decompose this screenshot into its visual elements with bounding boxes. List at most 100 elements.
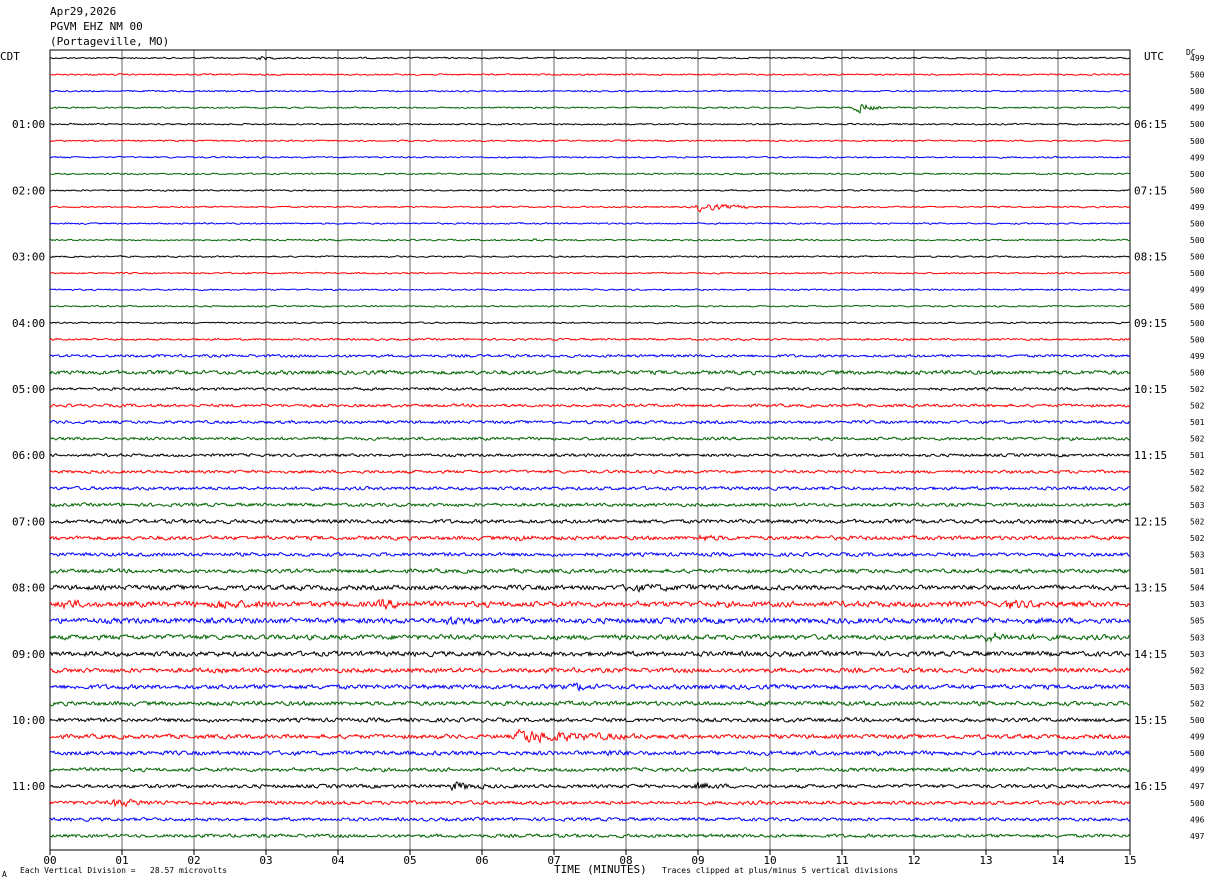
- trace-row-17: [49, 337, 1131, 342]
- trace-row-6: [49, 155, 1131, 159]
- trace-row-47: [49, 833, 1131, 839]
- dc-offset-label: 502: [1190, 699, 1205, 708]
- dc-offset-label: 496: [1190, 815, 1205, 824]
- cdt-hour-label: 05:00: [12, 383, 45, 396]
- dc-offset-label: 502: [1190, 517, 1205, 526]
- trace-row-4: [49, 122, 1131, 126]
- x-tick-label: 02: [187, 854, 200, 867]
- x-tick-label: 05: [403, 854, 416, 867]
- dc-offset-label: 503: [1190, 683, 1205, 692]
- trace-row-21: [49, 403, 1131, 408]
- dc-offset-label: 499: [1190, 286, 1205, 295]
- dc-offset-label: 500: [1190, 799, 1205, 808]
- trace-row-18: [49, 353, 1131, 359]
- dc-offset-label: 500: [1190, 220, 1205, 229]
- trace-row-46: [49, 816, 1131, 822]
- trace-row-44: [49, 781, 1131, 792]
- cdt-hour-label: 03:00: [12, 251, 45, 264]
- cdt-hour-label: 10:00: [12, 714, 45, 727]
- dc-offset-label: 502: [1190, 468, 1205, 477]
- trace-row-15: [49, 304, 1131, 308]
- dc-offset-label: 501: [1190, 418, 1205, 427]
- x-tick-label: 08: [619, 854, 632, 867]
- trace-row-7: [49, 172, 1131, 176]
- utc-hour-label: 06:15: [1134, 118, 1167, 131]
- dc-offset-label: 500: [1190, 137, 1205, 146]
- cdt-hour-label: 06:00: [12, 449, 45, 462]
- dc-offset-label: 502: [1190, 385, 1205, 394]
- dc-offset-label: 500: [1190, 186, 1205, 195]
- trace-row-41: [49, 728, 1131, 744]
- dc-offset-label: 503: [1190, 600, 1205, 609]
- trace-row-19: [49, 369, 1131, 376]
- utc-hour-label: 10:15: [1134, 383, 1167, 396]
- trace-row-26: [49, 485, 1131, 491]
- dc-offset-label: 503: [1190, 633, 1205, 642]
- dc-offset-label: 499: [1190, 54, 1205, 63]
- dc-offset-label: 504: [1190, 584, 1205, 593]
- dc-offset-label: 500: [1190, 253, 1205, 262]
- label-layer: 00 01 02 03 04 05 06 07 08 09 10 11 12 13 14 15 499 500 50…: [12, 54, 1205, 867]
- utc-hour-label: 11:15: [1134, 449, 1167, 462]
- cdt-label: CDT: [0, 50, 20, 63]
- trace-row-23: [49, 436, 1131, 442]
- corner-mark: A: [2, 870, 7, 879]
- dc-offset-label: 505: [1190, 617, 1205, 626]
- trace-row-25: [49, 469, 1131, 475]
- x-tick-label: 13: [979, 854, 992, 867]
- trace-row-3: [49, 103, 1131, 114]
- dc-offset-label: 500: [1190, 319, 1205, 328]
- trace-row-16: [49, 321, 1131, 325]
- trace-row-42: [49, 749, 1131, 757]
- utc-hour-label: 07:15: [1134, 184, 1167, 197]
- dc-offset-label: 497: [1190, 782, 1205, 791]
- dc-offset-label: 500: [1190, 368, 1205, 377]
- trace-row-31: [49, 567, 1131, 575]
- utc-hour-label: 08:15: [1134, 251, 1167, 264]
- trace-row-5: [49, 139, 1131, 143]
- x-tick-label: 14: [1051, 854, 1065, 867]
- utc-hour-label: 15:15: [1134, 714, 1167, 727]
- dc-offset-label: 500: [1190, 71, 1205, 80]
- cdt-hour-label: 09:00: [12, 648, 45, 661]
- trace-row-34: [49, 615, 1131, 626]
- clip-note: Traces clipped at plus/minus 5 vertical …: [662, 866, 899, 875]
- cdt-hour-label: 11:00: [12, 780, 45, 793]
- trace-row-8: [49, 188, 1131, 192]
- trace-row-32: [49, 583, 1131, 593]
- trace-row-1: [49, 73, 1131, 76]
- dc-offset-label: 502: [1190, 402, 1205, 411]
- dc-offset-label: 500: [1190, 120, 1205, 129]
- dc-offset-label: 499: [1190, 766, 1205, 775]
- trace-row-10: [49, 222, 1131, 225]
- cdt-hour-label: 02:00: [12, 184, 45, 197]
- trace-layer: [49, 55, 1131, 839]
- trace-row-27: [49, 502, 1131, 508]
- trace-row-37: [49, 666, 1131, 674]
- dc-offset-label: 500: [1190, 716, 1205, 725]
- dc-offset-label: 503: [1190, 501, 1205, 510]
- x-tick-label: 00: [43, 854, 56, 867]
- dc-offset-label: 499: [1190, 733, 1205, 742]
- dc-offset-label: 500: [1190, 87, 1205, 96]
- x-tick-label: 10: [763, 854, 776, 867]
- trace-row-43: [49, 766, 1131, 773]
- dc-offset-label: 502: [1190, 484, 1205, 493]
- trace-row-13: [49, 271, 1131, 275]
- trace-row-29: [49, 534, 1131, 543]
- trace-row-39: [49, 700, 1131, 707]
- trace-row-22: [49, 419, 1131, 425]
- trace-row-2: [49, 89, 1131, 93]
- scale-note: Each Vertical Division = 28.57 microvolt…: [20, 866, 228, 875]
- dc-offset-label: 502: [1190, 435, 1205, 444]
- cdt-hour-label: 04:00: [12, 317, 45, 330]
- utc-hour-label: 16:15: [1134, 780, 1167, 793]
- dc-offset-label: 499: [1190, 352, 1205, 361]
- x-tick-label: 07: [547, 854, 560, 867]
- x-tick-label: 11: [835, 854, 848, 867]
- trace-row-38: [49, 682, 1131, 693]
- trace-row-33: [49, 598, 1131, 610]
- trace-row-35: [49, 631, 1131, 643]
- trace-row-0: [49, 55, 1131, 61]
